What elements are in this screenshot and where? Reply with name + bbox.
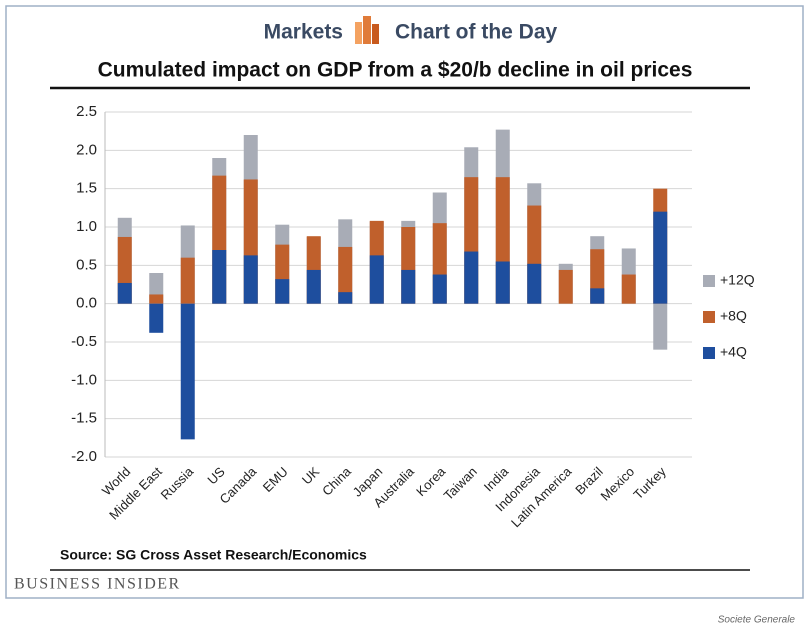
- header-left: Markets: [264, 21, 343, 44]
- bar: [243, 255, 258, 304]
- bar: [558, 269, 573, 304]
- credit: Societe Generale: [718, 615, 796, 626]
- bar: [338, 246, 353, 304]
- bar: [590, 288, 605, 304]
- legend-label: +12Q: [720, 272, 755, 288]
- y-tick-label: 2.0: [76, 141, 97, 158]
- x-tick-label: US: [204, 464, 228, 488]
- header-icon: [355, 16, 379, 44]
- bar: [621, 274, 636, 304]
- bar: [149, 303, 164, 333]
- legend-swatch: [703, 311, 715, 323]
- bar: [212, 250, 227, 304]
- bar: [464, 251, 479, 304]
- bar: [338, 292, 353, 304]
- y-tick-label: 2.5: [76, 103, 97, 120]
- bar: [306, 269, 321, 304]
- x-tick-label: Turkey: [630, 464, 669, 503]
- bar: [432, 274, 447, 304]
- legend-label: +8Q: [720, 308, 747, 324]
- y-tick-label: -1.0: [71, 371, 97, 388]
- frame: [5, 5, 804, 599]
- legend-swatch: [703, 347, 715, 359]
- header-right: Chart of the Day: [395, 21, 558, 44]
- legend-label: +4Q: [720, 344, 747, 360]
- y-tick-label: -2.0: [71, 448, 97, 465]
- x-tick-label: Russia: [158, 463, 197, 502]
- x-tick-label: UK: [299, 464, 323, 488]
- bar: [117, 282, 132, 304]
- y-tick-label: 1.5: [76, 180, 97, 197]
- bar: [180, 303, 195, 440]
- legend-swatch: [703, 275, 715, 287]
- y-tick-label: 0.0: [76, 295, 97, 312]
- y-tick-label: -1.5: [71, 410, 97, 427]
- bar: [275, 279, 290, 304]
- y-tick-label: 0.5: [76, 256, 97, 273]
- x-tick-label: China: [319, 463, 354, 498]
- bar: [401, 269, 416, 304]
- bar: [527, 263, 542, 304]
- bar: [495, 261, 510, 304]
- x-tick-label: Taiwan: [441, 464, 480, 503]
- chart-title: Cumulated impact on GDP from a $20/b dec…: [98, 59, 693, 82]
- brand: Business Insider: [14, 576, 181, 593]
- bar: [149, 294, 164, 304]
- bar: [653, 303, 668, 350]
- source: Source: SG Cross Asset Research/Economic…: [60, 547, 367, 563]
- x-tick-label: EMU: [260, 464, 291, 495]
- y-tick-label: -0.5: [71, 333, 97, 350]
- y-tick-label: 1.0: [76, 218, 97, 235]
- x-tick-label: Mexico: [598, 464, 638, 504]
- bar: [369, 255, 384, 304]
- bar: [653, 211, 668, 304]
- bar: [180, 257, 195, 304]
